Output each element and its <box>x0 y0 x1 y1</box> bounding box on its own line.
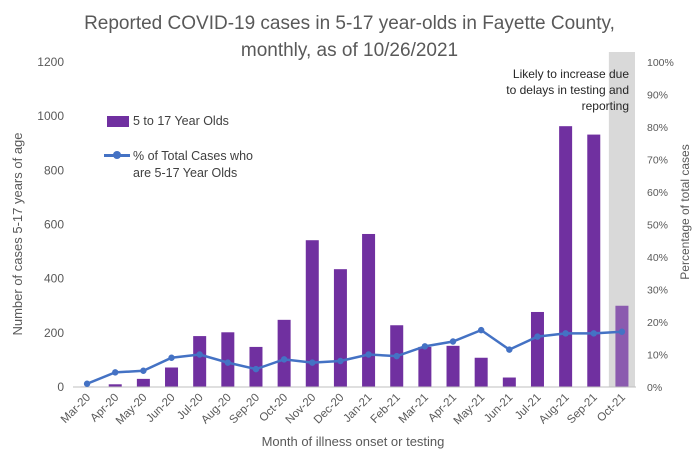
legend-bar-swatch <box>107 116 129 127</box>
y2-tick-label: 100% <box>647 57 674 69</box>
y2-tick-label: 50% <box>647 220 668 232</box>
delay-annotation-line-3: reporting <box>581 99 629 113</box>
y2-tick-label: 80% <box>647 122 668 134</box>
point-Jul-20 <box>196 351 203 358</box>
y-tick-label: 800 <box>44 163 64 177</box>
x-tick-label: Sep-20 <box>227 392 262 427</box>
delay-annotation: Likely to increase due to delays in test… <box>449 66 629 114</box>
y2-tick-label: 10% <box>647 350 668 362</box>
x-tick-label: Oct-21 <box>595 392 628 425</box>
point-May-21 <box>477 326 485 334</box>
y2-axis-label: Percentage of total cases <box>678 144 692 279</box>
x-tick-label: Dec-20 <box>312 392 347 427</box>
y-axis-label: Number of cases 5-17 years of age <box>10 132 25 335</box>
y-tick-label: 400 <box>44 272 64 286</box>
y2-tick-label: 20% <box>647 317 668 329</box>
point-Nov-20 <box>309 359 316 366</box>
y2-axis-ticks: 0% 10% 20% 30% 40% 50% 60% 70% 80% 90% 100% <box>647 57 674 394</box>
x-tick-label: Mar-21 <box>397 392 431 426</box>
bar-Jul-20 <box>193 336 207 387</box>
bar-Jul-21 <box>530 311 544 387</box>
y2-tick-label: 0% <box>647 382 662 394</box>
bar-Jun-20 <box>165 367 179 387</box>
point-Oct-21 <box>618 328 626 335</box>
legend-bar-label: 5 to 17 Year Olds <box>133 114 229 128</box>
y2-tick-label: 90% <box>647 90 668 102</box>
y-tick-label: 600 <box>44 218 64 232</box>
point-Apr-20 <box>112 369 119 376</box>
y-tick-label: 1000 <box>37 109 64 123</box>
bar-Aug-21 <box>559 126 573 387</box>
y2-tick-label: 60% <box>647 187 668 199</box>
x-tick-label: Aug-21 <box>537 392 572 427</box>
y-axis-ticks: 0 200 400 600 800 1000 1200 <box>37 55 64 394</box>
bar-Nov-20 <box>305 240 319 387</box>
delay-annotation-line-1: Likely to increase due <box>512 67 629 81</box>
point-Feb-21 <box>393 352 400 360</box>
chart-title-line-1: Reported COVID-19 cases in 5-17 year-old… <box>84 13 615 34</box>
point-Apr-21 <box>449 338 457 345</box>
x-tick-label: Sep-21 <box>565 392 600 427</box>
x-tick-label: Jun-21 <box>482 392 515 425</box>
bar-May-21 <box>474 357 488 387</box>
point-Oct-20 <box>280 356 288 363</box>
point-Jul-21 <box>534 333 541 340</box>
bar-Apr-20 <box>108 384 122 387</box>
bar-Oct-21 <box>615 305 629 387</box>
point-May-20 <box>140 367 147 374</box>
point-Jun-20 <box>168 354 175 361</box>
bar-Oct-20 <box>277 319 291 387</box>
x-tick-label: Mar-20 <box>59 392 93 426</box>
x-tick-label: Feb-21 <box>369 392 403 426</box>
point-Jan-21 <box>365 351 372 358</box>
y-tick-label: 200 <box>44 326 64 340</box>
percent-line-series <box>83 326 626 387</box>
point-Jun-21 <box>506 346 513 353</box>
legend-line-marker <box>113 151 121 159</box>
x-axis-label: Month of illness onset or testing <box>262 434 445 449</box>
x-tick-label: May-21 <box>452 392 488 428</box>
y2-tick-label: 30% <box>647 285 668 297</box>
bar-Dec-20 <box>333 269 347 387</box>
point-Mar-21 <box>421 343 429 350</box>
point-Sep-20 <box>252 365 260 373</box>
x-axis-ticks: Mar-20Apr-20May-20Jun-20Jul-20Aug-20Sep-… <box>59 392 628 428</box>
point-Sep-21 <box>590 330 597 337</box>
x-tick-label: Nov-20 <box>284 392 319 427</box>
y2-tick-label: 40% <box>647 252 668 264</box>
bar-series <box>80 126 629 387</box>
y-tick-label: 1200 <box>37 55 64 69</box>
x-tick-label: Jan-21 <box>341 392 374 425</box>
delay-annotation-line-2: to delays in testing and <box>506 83 629 97</box>
x-tick-label: Jun-20 <box>144 392 177 425</box>
legend-line-label: % of Total Cases who are 5-17 Year Olds <box>133 149 253 180</box>
bar-Apr-21 <box>446 345 460 387</box>
y-tick-label: 0 <box>57 380 64 394</box>
x-tick-label: May-20 <box>114 392 150 428</box>
point-Aug-21 <box>562 330 569 337</box>
bar-Jun-21 <box>502 377 516 387</box>
percent-line <box>86 328 622 385</box>
y2-tick-label: 70% <box>647 155 668 167</box>
point-Mar-20 <box>83 380 91 387</box>
x-tick-label: Aug-20 <box>199 392 234 427</box>
chart-title-line-2: monthly, as of 10/26/2021 <box>240 40 459 61</box>
bar-May-20 <box>136 378 150 387</box>
bar-Jan-21 <box>362 233 376 387</box>
point-Dec-20 <box>337 357 344 365</box>
bar-Sep-21 <box>587 134 601 387</box>
bar-Mar-21 <box>418 346 432 387</box>
point-Aug-20 <box>224 359 232 366</box>
